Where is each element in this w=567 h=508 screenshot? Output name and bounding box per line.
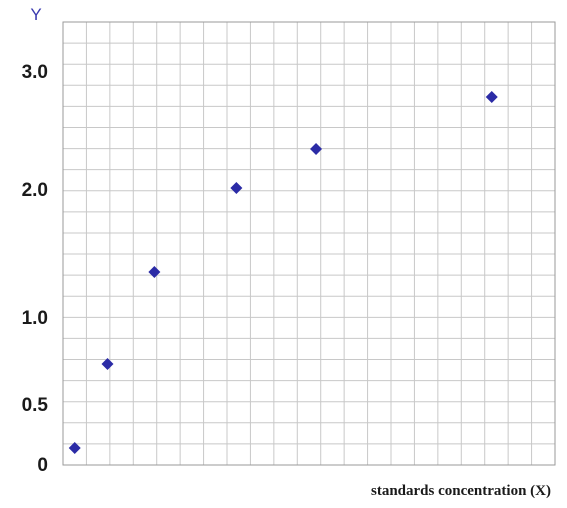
data-point: [310, 143, 323, 155]
y-tick-label: 3.0: [22, 62, 48, 83]
plot-frame: [62, 21, 556, 466]
plot-border: [62, 21, 556, 466]
grid: [62, 21, 556, 466]
y-tick-label: 0: [37, 455, 48, 476]
data-point: [148, 266, 161, 278]
data-points: [68, 91, 498, 454]
y-tick-label: 0.5: [22, 395, 49, 416]
x-axis-label: standards concentration (X): [371, 483, 551, 499]
y-tick-labels: 0 0.5 1.0 2.0 3.0: [22, 62, 49, 476]
data-point: [101, 358, 114, 370]
data-point: [68, 442, 81, 454]
y-axis-label: Y: [30, 5, 41, 24]
y-tick-label: 2.0: [22, 180, 48, 201]
data-point: [485, 91, 498, 103]
y-tick-label: 1.0: [22, 308, 48, 329]
data-point: [230, 182, 243, 194]
